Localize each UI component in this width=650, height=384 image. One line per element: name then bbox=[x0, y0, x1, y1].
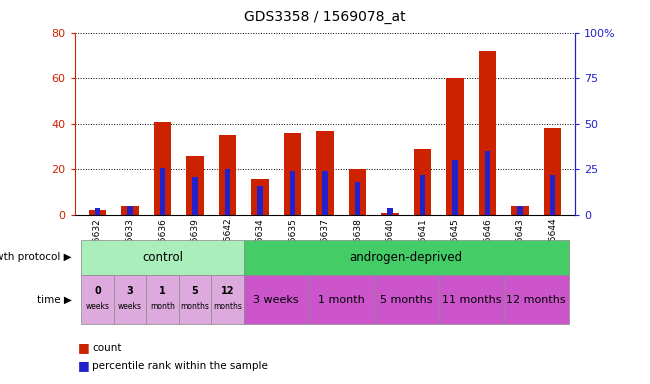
Bar bbox=[478, 51, 497, 215]
Text: count: count bbox=[92, 343, 122, 353]
Bar bbox=[88, 210, 107, 215]
Bar bbox=[511, 206, 529, 215]
Bar bbox=[121, 206, 139, 215]
Bar bbox=[160, 167, 165, 215]
Text: 1 month: 1 month bbox=[318, 295, 365, 305]
Bar bbox=[186, 156, 204, 215]
Bar bbox=[95, 208, 100, 215]
Bar bbox=[218, 135, 237, 215]
Text: month: month bbox=[150, 302, 175, 311]
Text: GDS3358 / 1569078_at: GDS3358 / 1569078_at bbox=[244, 10, 406, 23]
Text: weeks: weeks bbox=[86, 302, 109, 311]
Bar bbox=[420, 175, 425, 215]
Bar bbox=[322, 171, 328, 215]
Bar bbox=[452, 161, 458, 215]
Text: control: control bbox=[142, 251, 183, 264]
Text: 3: 3 bbox=[127, 286, 133, 296]
Text: time ▶: time ▶ bbox=[36, 295, 72, 305]
Text: growth protocol ▶: growth protocol ▶ bbox=[0, 252, 72, 262]
Bar bbox=[446, 78, 464, 215]
Text: androgen-deprived: androgen-deprived bbox=[350, 251, 463, 264]
Text: 3 weeks: 3 weeks bbox=[254, 295, 299, 305]
Text: 12 months: 12 months bbox=[506, 295, 566, 305]
Bar bbox=[355, 182, 360, 215]
Text: months: months bbox=[213, 302, 242, 311]
Bar bbox=[127, 206, 133, 215]
Text: months: months bbox=[181, 302, 209, 311]
Bar bbox=[283, 133, 302, 215]
Text: ■: ■ bbox=[78, 359, 90, 372]
Bar bbox=[387, 208, 393, 215]
Text: weeks: weeks bbox=[118, 302, 142, 311]
Text: percentile rank within the sample: percentile rank within the sample bbox=[92, 361, 268, 371]
Text: 5 months: 5 months bbox=[380, 295, 432, 305]
Bar bbox=[153, 122, 172, 215]
Bar bbox=[485, 151, 490, 215]
Bar bbox=[550, 175, 555, 215]
Text: ■: ■ bbox=[78, 341, 90, 354]
Bar bbox=[413, 149, 432, 215]
Bar bbox=[348, 169, 367, 215]
Bar bbox=[257, 186, 263, 215]
Bar bbox=[381, 213, 399, 215]
Bar bbox=[192, 177, 198, 215]
Bar bbox=[517, 206, 523, 215]
Text: 12: 12 bbox=[221, 286, 234, 296]
Bar bbox=[543, 128, 562, 215]
Text: 0: 0 bbox=[94, 286, 101, 296]
Bar bbox=[225, 169, 230, 215]
Text: 1: 1 bbox=[159, 286, 166, 296]
Bar bbox=[251, 179, 269, 215]
Bar bbox=[316, 131, 334, 215]
Bar bbox=[290, 171, 295, 215]
Text: 11 months: 11 months bbox=[441, 295, 501, 305]
Text: 5: 5 bbox=[192, 286, 198, 296]
